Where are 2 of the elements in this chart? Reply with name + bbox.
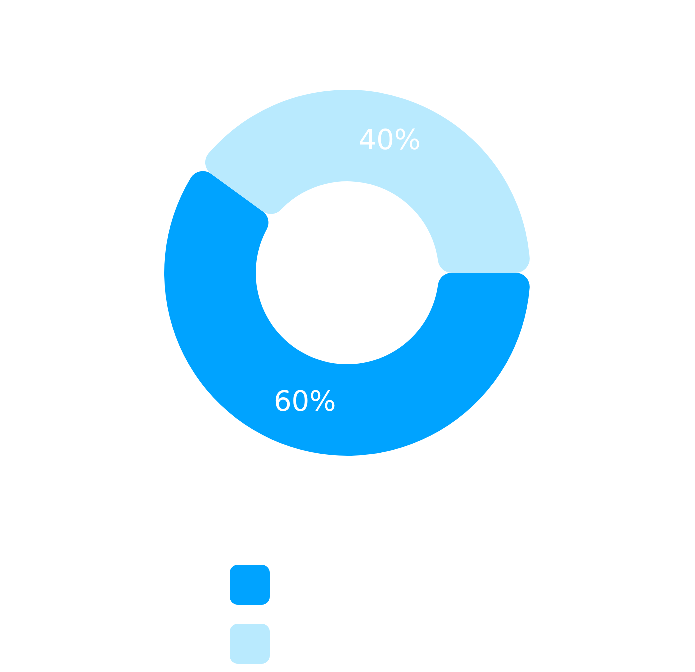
data-label: 60% xyxy=(274,384,336,418)
data-label: 40% xyxy=(358,124,422,157)
